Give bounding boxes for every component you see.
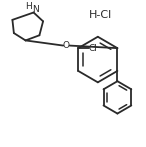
- Text: H: H: [25, 2, 32, 11]
- Text: H-Cl: H-Cl: [89, 10, 112, 20]
- Text: O: O: [63, 41, 70, 50]
- Text: N: N: [32, 5, 39, 14]
- Text: Cl: Cl: [89, 44, 98, 53]
